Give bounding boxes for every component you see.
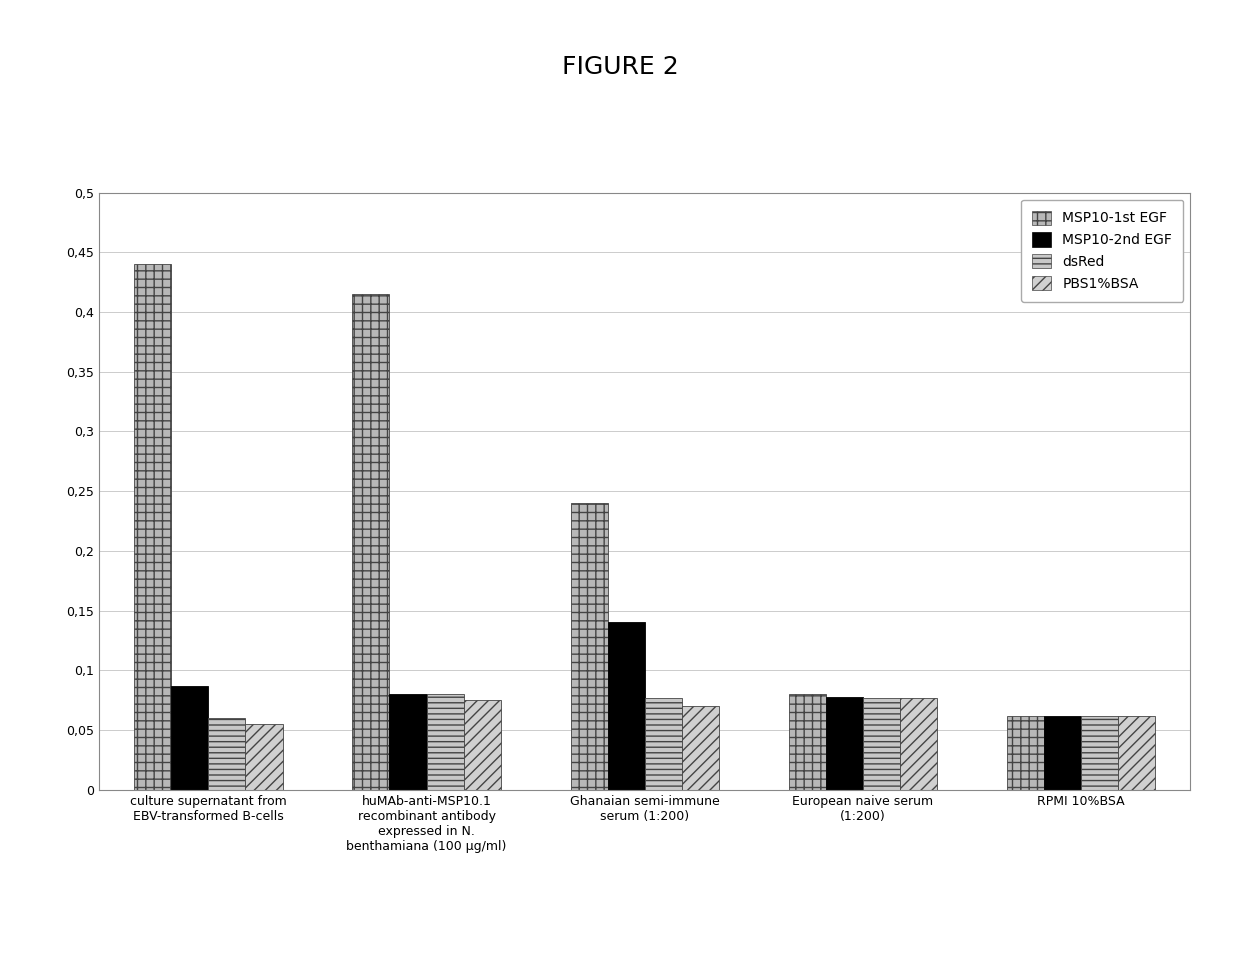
Bar — [352, 294, 389, 790]
Bar — [789, 694, 826, 790]
Bar — [208, 718, 246, 790]
Bar — [1044, 716, 1081, 790]
Legend: MSP10-1st EGF, MSP10-2nd EGF, dsRed, PBS1%BSA: MSP10-1st EGF, MSP10-2nd EGF, dsRed, PBS… — [1021, 199, 1183, 301]
Bar — [900, 698, 937, 790]
Bar — [645, 698, 682, 790]
Bar — [246, 724, 283, 790]
Bar — [464, 700, 501, 790]
Bar — [427, 694, 464, 790]
Bar — [1007, 716, 1044, 790]
Bar — [1081, 716, 1118, 790]
Bar — [171, 686, 208, 790]
Bar — [134, 264, 171, 790]
Bar — [682, 706, 719, 790]
Bar — [570, 503, 608, 790]
Text: FIGURE 2: FIGURE 2 — [562, 56, 678, 79]
Bar — [863, 698, 900, 790]
Bar — [608, 622, 645, 790]
Bar — [389, 694, 427, 790]
Bar — [826, 696, 863, 790]
Bar — [1118, 716, 1156, 790]
